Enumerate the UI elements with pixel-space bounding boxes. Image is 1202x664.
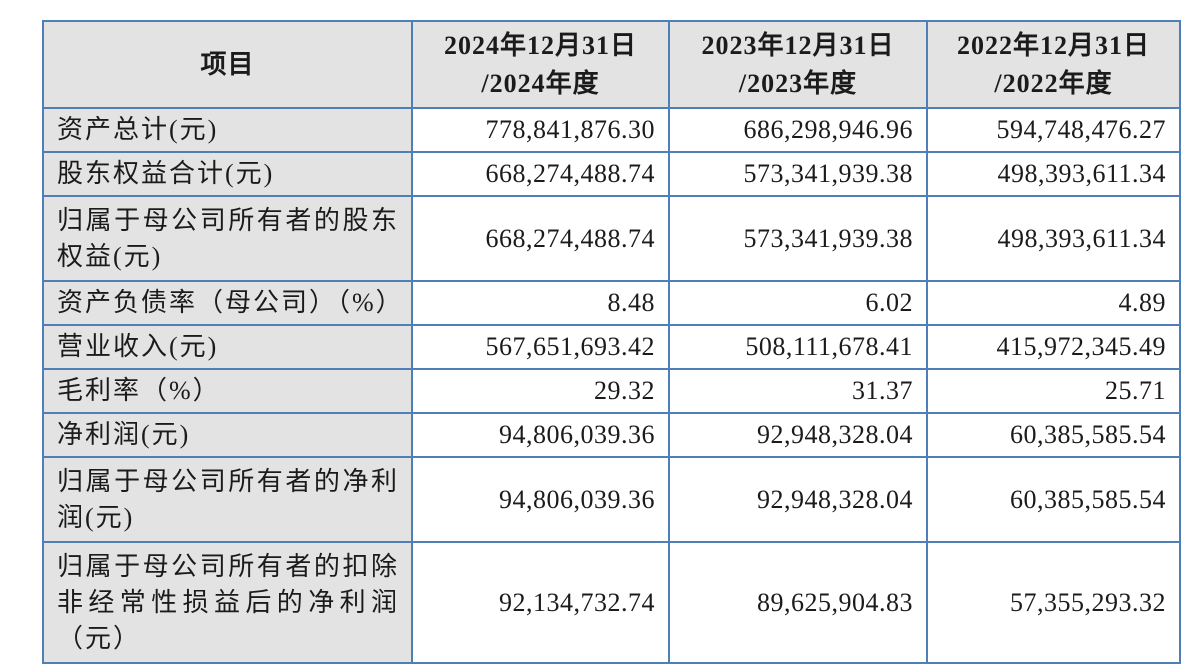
- cell-value-2022: 415,972,345.49: [926, 324, 1181, 370]
- cell-value-2022: 498,393,611.34: [926, 195, 1181, 282]
- table-row-total-assets: 资产总计(元) 778,841,876.30 686,298,946.96 59…: [42, 107, 1181, 153]
- cell-value-2024: 668,274,488.74: [411, 195, 670, 282]
- cell-value-2024: 92,134,732.74: [411, 541, 670, 664]
- cell-value-2022: 4.89: [926, 280, 1181, 326]
- cell-value-2024: 8.48: [411, 280, 670, 326]
- cell-value-2023: 92,948,328.04: [668, 412, 928, 458]
- table-row-total-equity: 股东权益合计(元) 668,274,488.74 573,341,939.38 …: [42, 151, 1181, 197]
- table-row-net-profit-excluding-nonrecurring: 归属于母公司所有者的扣除非经常性损益后的净利润（元） 92,134,732.74…: [42, 541, 1181, 664]
- col-header-item: 项目: [42, 20, 413, 109]
- cell-value-2022: 60,385,585.54: [926, 412, 1181, 458]
- row-label: 归属于母公司所有者的扣除非经常性损益后的净利润（元）: [42, 541, 413, 664]
- cell-value-2024: 94,806,039.36: [411, 412, 670, 458]
- cell-value-2022: 498,393,611.34: [926, 151, 1181, 197]
- cell-value-2022: 60,385,585.54: [926, 456, 1181, 543]
- row-label: 资产负债率（母公司）（%）: [42, 280, 413, 326]
- cell-value-2024: 668,274,488.74: [411, 151, 670, 197]
- cell-value-2023: 508,111,678.41: [668, 324, 928, 370]
- table-row-net-profit: 净利润(元) 94,806,039.36 92,948,328.04 60,38…: [42, 412, 1181, 458]
- cell-value-2024: 778,841,876.30: [411, 107, 670, 153]
- cell-value-2023: 686,298,946.96: [668, 107, 928, 153]
- cell-value-2024: 567,651,693.42: [411, 324, 670, 370]
- cell-value-2024: 94,806,039.36: [411, 456, 670, 543]
- col-header-2024: 2024年12月31日 /2024年度: [411, 20, 670, 109]
- cell-value-2023: 31.37: [668, 368, 928, 414]
- cell-value-2022: 594,748,476.27: [926, 107, 1181, 153]
- table-row-debt-ratio: 资产负债率（母公司）（%） 8.48 6.02 4.89: [42, 280, 1181, 326]
- cell-value-2023: 573,341,939.38: [668, 195, 928, 282]
- row-label: 归属于母公司所有者的净利润(元): [42, 456, 413, 543]
- cell-value-2022: 25.71: [926, 368, 1181, 414]
- table-row-net-profit-attributable-to-parent: 归属于母公司所有者的净利润(元) 94,806,039.36 92,948,32…: [42, 456, 1181, 543]
- col-header-2023: 2023年12月31日 /2023年度: [668, 20, 928, 109]
- financial-summary-table: 项目 2024年12月31日 /2024年度 2023年12月31日 /2023…: [42, 20, 1181, 664]
- row-label: 毛利率（%）: [42, 368, 413, 414]
- cell-value-2023: 92,948,328.04: [668, 456, 928, 543]
- table-row-operating-revenue: 营业收入(元) 567,651,693.42 508,111,678.41 41…: [42, 324, 1181, 370]
- table-header-row: 项目 2024年12月31日 /2024年度 2023年12月31日 /2023…: [42, 20, 1181, 109]
- row-label: 归属于母公司所有者的股东权益(元): [42, 195, 413, 282]
- row-label: 资产总计(元): [42, 107, 413, 153]
- cell-value-2022: 57,355,293.32: [926, 541, 1181, 664]
- table-row-gross-margin: 毛利率（%） 29.32 31.37 25.71: [42, 368, 1181, 414]
- row-label: 净利润(元): [42, 412, 413, 458]
- cell-value-2023: 6.02: [668, 280, 928, 326]
- cell-value-2023: 89,625,904.83: [668, 541, 928, 664]
- col-header-2022: 2022年12月31日 /2022年度: [926, 20, 1181, 109]
- row-label: 股东权益合计(元): [42, 151, 413, 197]
- row-label: 营业收入(元): [42, 324, 413, 370]
- cell-value-2024: 29.32: [411, 368, 670, 414]
- cell-value-2023: 573,341,939.38: [668, 151, 928, 197]
- table-row-equity-attributable-to-parent: 归属于母公司所有者的股东权益(元) 668,274,488.74 573,341…: [42, 195, 1181, 282]
